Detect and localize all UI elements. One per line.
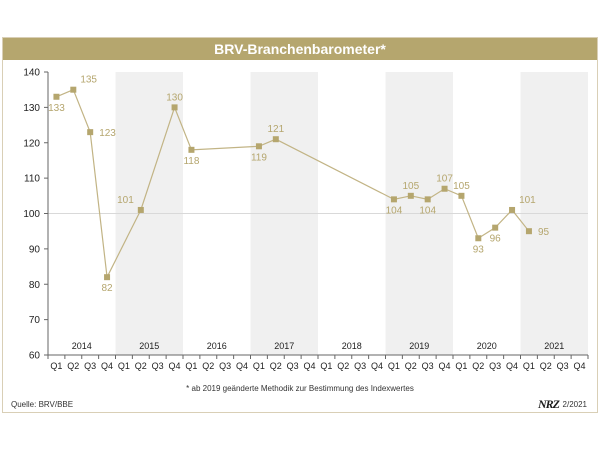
x-tick-label: Q3 xyxy=(557,361,569,371)
title-bar xyxy=(3,38,597,60)
y-tick-label: 120 xyxy=(23,138,40,149)
x-tick-label: Q2 xyxy=(202,361,214,371)
data-label: 93 xyxy=(473,244,485,255)
x-tick-label: Q1 xyxy=(118,361,130,371)
nrz-logo: NRZ xyxy=(538,397,560,411)
year-label: 2019 xyxy=(409,341,429,351)
y-tick-label: 110 xyxy=(24,174,40,185)
x-tick-label: Q4 xyxy=(506,361,518,371)
data-point xyxy=(87,129,94,136)
x-tick-label: Q4 xyxy=(236,361,248,371)
data-label: 101 xyxy=(117,195,134,206)
data-point xyxy=(137,206,144,213)
data-point xyxy=(70,86,77,93)
year-label: 2016 xyxy=(207,341,227,351)
line-chart: 2014 2015 2016 2017 2018 2019 2020 2021 60 70 80 90… xyxy=(23,68,589,371)
data-label: 105 xyxy=(402,181,419,192)
data-label: 104 xyxy=(386,205,403,216)
x-tick-label: Q4 xyxy=(439,361,451,371)
year-label: 2021 xyxy=(544,341,564,351)
data-point xyxy=(475,235,482,242)
x-tick-label: Q2 xyxy=(270,361,282,371)
data-label: 107 xyxy=(436,174,453,185)
data-point xyxy=(188,146,195,153)
data-label: 82 xyxy=(102,283,114,294)
x-tick-label: Q4 xyxy=(371,361,383,371)
data-label: 95 xyxy=(538,227,550,238)
year-label: 2015 xyxy=(139,341,159,351)
x-tick-label: Q1 xyxy=(50,361,62,371)
y-tick-label: 90 xyxy=(29,244,41,255)
data-label: 121 xyxy=(267,124,284,135)
y-tick-label: 100 xyxy=(23,209,40,220)
data-label: 135 xyxy=(80,75,97,86)
data-point xyxy=(509,206,516,213)
x-tick-label: Q4 xyxy=(101,361,113,371)
data-point xyxy=(407,192,414,199)
x-tick-label: Q1 xyxy=(253,361,265,371)
x-tick-label: Q4 xyxy=(304,361,316,371)
data-point xyxy=(424,196,431,203)
data-label: 105 xyxy=(453,181,470,192)
x-tick-label: Q3 xyxy=(422,361,434,371)
x-tick-label: Q2 xyxy=(405,361,417,371)
data-label: 123 xyxy=(99,128,116,139)
data-point xyxy=(390,196,397,203)
x-tick-label: Q3 xyxy=(354,361,366,371)
data-label: 118 xyxy=(183,156,199,167)
x-tick-label: Q2 xyxy=(540,361,552,371)
y-tick-label: 130 xyxy=(23,103,40,114)
year-label: 2017 xyxy=(274,341,294,351)
x-tick-label: Q2 xyxy=(337,361,349,371)
x-tick-label: Q4 xyxy=(169,361,181,371)
methodology-footnote: * ab 2019 geänderte Methodik zur Bestimm… xyxy=(186,384,414,393)
x-tick-label: Q3 xyxy=(84,361,96,371)
x-tick-label: Q3 xyxy=(287,361,299,371)
y-tick-label: 60 xyxy=(29,351,41,362)
x-tick-label: Q1 xyxy=(523,361,535,371)
chart-frame: BRV-Branchenbarometer* 2014 2015 2016 2017 2… xyxy=(2,37,598,413)
x-tick-label: Q3 xyxy=(152,361,164,371)
data-label: 119 xyxy=(251,152,267,163)
x-tick-label: Q2 xyxy=(472,361,484,371)
x-tick-label: Q1 xyxy=(455,361,467,371)
data-point xyxy=(458,192,465,199)
data-point xyxy=(492,224,499,231)
y-tick-label: 140 xyxy=(23,68,40,79)
source-note: Quelle: BRV/BBE xyxy=(11,400,74,409)
x-tick-label: Q3 xyxy=(219,361,231,371)
y-tick-label: 80 xyxy=(29,280,41,291)
x-tick-label: Q1 xyxy=(185,361,197,371)
data-label: 133 xyxy=(48,103,65,114)
y-tick-label: 70 xyxy=(29,315,41,326)
x-tick-label: Q4 xyxy=(574,361,586,371)
data-label: 130 xyxy=(166,92,183,103)
data-point xyxy=(255,143,262,150)
data-point xyxy=(53,93,60,100)
data-point xyxy=(104,274,111,281)
x-tick-label: Q3 xyxy=(489,361,501,371)
year-label: 2018 xyxy=(342,341,362,351)
data-point xyxy=(525,228,532,235)
year-label: 2014 xyxy=(72,341,92,351)
data-point xyxy=(441,185,448,192)
data-point xyxy=(272,136,279,143)
year-label: 2020 xyxy=(477,341,497,351)
x-tick-label: Q2 xyxy=(67,361,79,371)
data-point xyxy=(171,104,178,111)
chart-title: BRV-Branchenbarometer* xyxy=(214,41,386,57)
data-label: 104 xyxy=(419,205,436,216)
x-tick-label: Q2 xyxy=(135,361,147,371)
data-label: 96 xyxy=(490,234,502,245)
x-tick-label: Q1 xyxy=(388,361,400,371)
x-tick-label: Q1 xyxy=(320,361,332,371)
data-label: 101 xyxy=(519,195,536,206)
publication-date: 2/2021 xyxy=(562,400,587,409)
